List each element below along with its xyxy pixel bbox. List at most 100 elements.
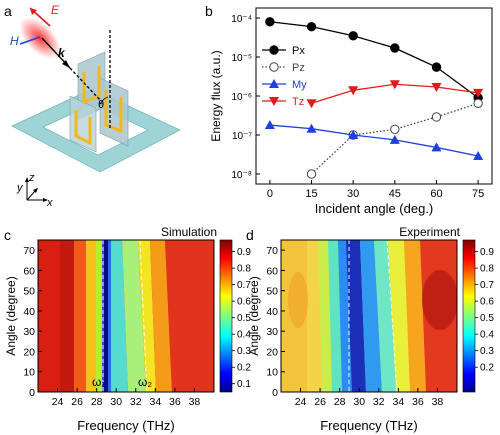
data-point-px	[348, 31, 358, 41]
plot-b-ytick-label: 10⁻⁴	[231, 14, 252, 25]
data-point-pz	[306, 169, 317, 179]
plot-c-axes: 24 26 28 30 32 34 36 38 0 10 20 30 40 50 60 70	[23, 245, 200, 408]
omega2-dashed-line	[139, 240, 148, 392]
plot-b-xtick-label: 75	[472, 188, 484, 200]
heatmap-simulation	[38, 240, 214, 392]
data-point-px	[306, 21, 317, 32]
plot-b-ytick-label: 10⁻⁷	[232, 131, 252, 142]
colorbar-simulation-ticks: 0.1 0.2 0.3 0.4 0.5 0.6 0.7 0.8 0.9	[232, 247, 251, 390]
plot-b-xtick-label: 60	[430, 188, 442, 200]
plot-d-ytick-label: 40	[266, 306, 278, 318]
plot-d-xlabel: Frequency (THz)	[320, 418, 418, 433]
colorbar-experiment	[462, 239, 476, 393]
series-line-px	[269, 21, 479, 99]
legend-marker-pz	[269, 62, 279, 72]
plot-c-colorbar-label: 0.2	[237, 363, 251, 374]
plot-d-xtick-label: 38	[432, 396, 444, 408]
plot-b-xtick-label: 0	[267, 188, 273, 200]
plot-c-colorbar-label: 0.9	[237, 247, 251, 258]
e-field-label: E	[51, 3, 60, 17]
plot-d-ytick-label: 70	[266, 245, 278, 257]
data-point-my	[389, 134, 400, 144]
plot-c-xtick-label: 28	[91, 396, 103, 408]
data-point-pz	[431, 112, 442, 122]
plot-c-ytick-label: 40	[23, 306, 35, 318]
data-point-tz	[431, 83, 442, 93]
omega2-label: ω₂	[138, 375, 152, 389]
plot-c-ylabel: Angle (degree)	[4, 276, 18, 355]
legend-label-tz: Tz	[292, 96, 304, 108]
plot-d-xtick-label: 24	[295, 396, 307, 408]
panel-c-label: c	[4, 227, 11, 243]
data-point-px	[390, 43, 400, 53]
plot-c-ytick-label: 20	[23, 346, 35, 358]
panel-b: b 0 15 30 45 60 75 10⁻⁸ 10⁻⁷ 10⁻⁶ 10⁻⁵ 10⁻⁴ Px Pz My T…	[205, 3, 493, 216]
data-point-px	[431, 62, 442, 72]
plot-d-xtick-label: 28	[334, 396, 346, 408]
plot-d-xtick-label: 30	[353, 396, 365, 408]
plot-c-xtick-label: 38	[189, 396, 201, 408]
axis-y-label: y	[16, 182, 24, 194]
panel-a-label: a	[4, 3, 12, 19]
plot-d-colorbar-label: 0.2	[480, 363, 494, 374]
data-point-tz	[473, 88, 484, 98]
legend-label-pz: Pz	[292, 62, 305, 74]
incidence-line	[69, 67, 101, 101]
panel-b-label: b	[205, 3, 213, 19]
plot-d-colorbar-label: 0.3	[480, 346, 494, 357]
data-point-px	[265, 17, 275, 27]
plot-d-axes: 24 26 28 30 32 34 36 38 0 10 20 30 40 50 60 70	[266, 245, 443, 408]
panel-c: c Simulation ω₁ ω₂ 24 26 28 30 32 34 36 38 0 10 20…	[4, 225, 251, 433]
plot-c-colorbar-label: 0.3	[237, 346, 251, 357]
plot-d-xtick-label: 32	[373, 396, 385, 408]
e-field-arrowhead	[30, 8, 37, 15]
plot-d-colorbar-label: 0.7	[480, 280, 494, 291]
plot-c-ytick-label: 60	[23, 265, 35, 277]
plot-d-xtick-label: 34	[392, 396, 404, 408]
plot-b-ytick-label: 10⁻⁸	[231, 170, 252, 181]
plot-c-xtick-label: 34	[149, 396, 161, 408]
axis-z-label: z	[28, 172, 35, 184]
plot-b-xtick-label: 30	[347, 188, 359, 200]
plot-b-ytick-label: 10⁻⁵	[231, 53, 252, 64]
data-point-tz	[348, 86, 359, 96]
plot-c-ytick-label: 0	[29, 387, 35, 399]
plot-c-colorbar-label: 0.6	[237, 297, 251, 308]
plot-d-xtick-label: 26	[314, 396, 326, 408]
plot-c-xlabel: Frequency (THz)	[77, 418, 175, 433]
plot-c-xtick-label: 26	[71, 396, 83, 408]
data-point-my	[431, 142, 442, 152]
plot-d-colorbar-label: 0.9	[480, 247, 494, 258]
colorbar-experiment-ticks: 0.2 0.3 0.4 0.5 0.6 0.7 0.8 0.9	[475, 247, 494, 374]
panel-d: d Experiment 24 26 28 30 32 34 36 38 0 10 20 30 40 50…	[246, 225, 494, 433]
plot-d-colorbar-label: 0.8	[480, 264, 494, 275]
plot-c-ytick-label: 70	[23, 245, 35, 257]
panel-a: a E H k θ	[4, 3, 181, 209]
data-point-tz	[306, 99, 317, 109]
plot-b-area: 0 15 30 45 60 75 10⁻⁸ 10⁻⁷ 10⁻⁶ 10⁻⁵ 10⁻⁴ Px Pz My Tz	[231, 14, 484, 200]
plot-c-xtick-label: 30	[110, 396, 122, 408]
colorbar-simulation	[219, 239, 233, 393]
plot-d-colorbar-label: 0.6	[480, 297, 494, 308]
series-line-my	[269, 124, 479, 157]
data-point-my	[348, 130, 359, 139]
k-vector-label: k	[58, 46, 66, 60]
plot-c-xtick-label: 36	[169, 396, 181, 408]
data-point-tz	[389, 80, 400, 90]
plot-c-frame	[37, 239, 215, 393]
plot-d-colorbar-label: 0.4	[480, 330, 494, 341]
plot-d-title: Experiment	[399, 225, 460, 239]
plot-c-title: Simulation	[161, 225, 217, 239]
plot-d-ytick-label: 60	[266, 265, 278, 277]
plot-d-ytick-label: 30	[266, 326, 278, 338]
plot-b-xtick-label: 15	[305, 188, 317, 200]
plot-c-xtick-label: 24	[52, 396, 64, 408]
h-field-label: H	[10, 34, 19, 48]
legend-label-my: My	[292, 79, 307, 91]
data-point-my	[473, 150, 484, 160]
plot-b-xtick-label: 45	[389, 188, 401, 200]
plot-d-colorbar-label: 0.5	[480, 313, 494, 324]
k-vector-arrowhead	[62, 60, 70, 68]
plot-b-xlabel: Incident angle (deg.)	[315, 201, 434, 216]
plot-d-ytick-label: 20	[266, 346, 278, 358]
